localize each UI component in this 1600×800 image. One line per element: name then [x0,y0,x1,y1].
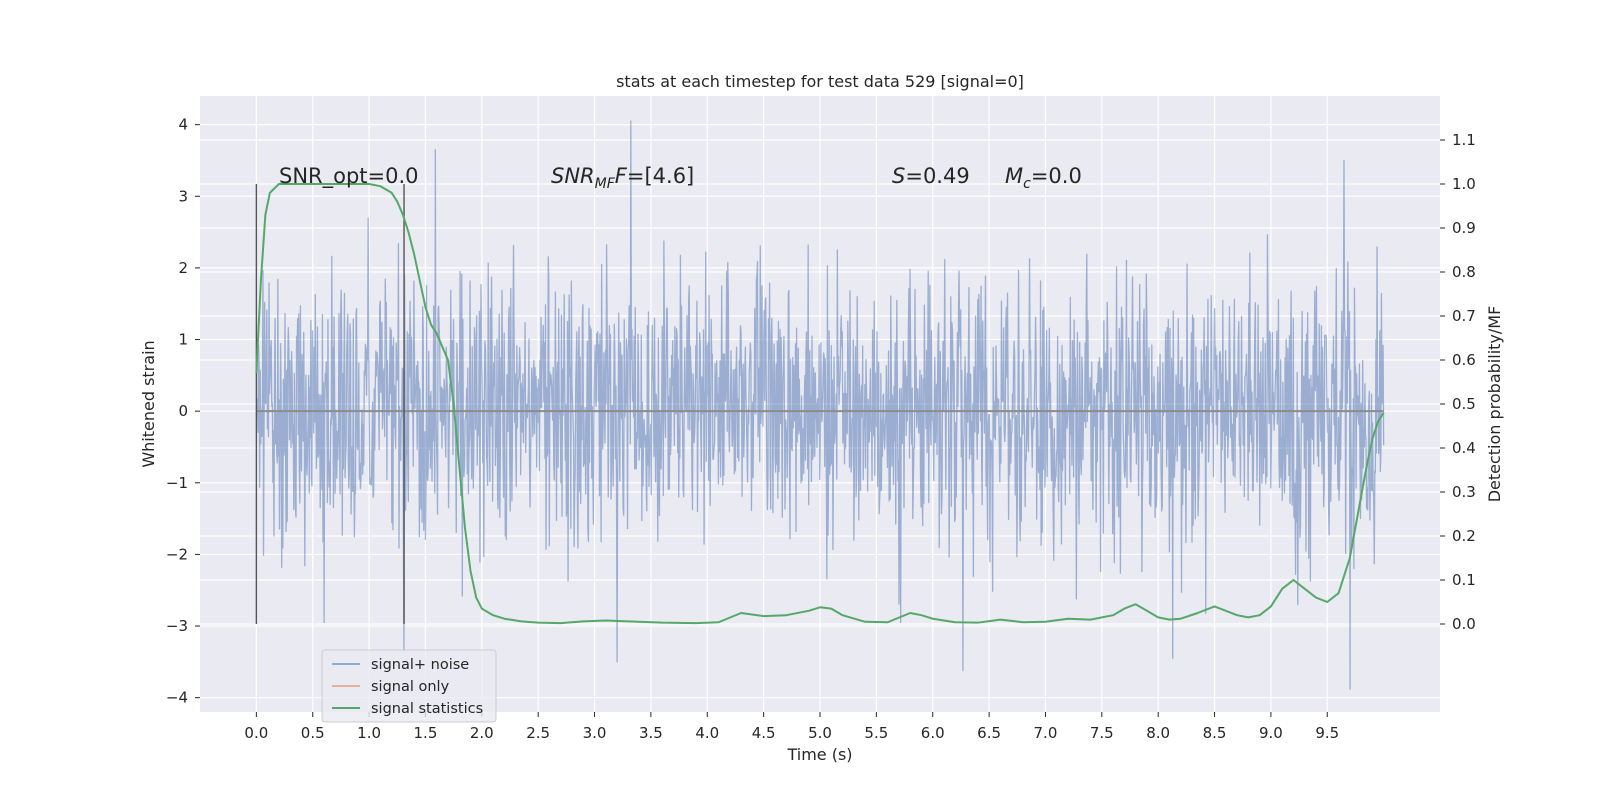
x-tick-label: 6.0 [921,724,945,742]
chart-title: stats at each timestep for test data 529… [616,72,1024,91]
snr-mf-value: =[4.6] [627,164,694,188]
y-tick-label: −1 [166,474,188,492]
x-tick-label: 0.0 [244,724,268,742]
y-right-tick-label: 0.6 [1452,351,1476,369]
x-tick-label: 2.5 [526,724,550,742]
legend-label-signal-plus-noise: signal+ noise [371,657,469,673]
x-tick-label: 8.5 [1203,724,1227,742]
x-tick-label: 6.5 [977,724,1001,742]
x-tick-label: 2.0 [470,724,494,742]
x-tick-label: 1.0 [357,724,381,742]
legend-box [321,649,497,723]
x-tick-label: 5.0 [808,724,832,742]
y-right-tick-label: 1.1 [1452,131,1476,149]
x-tick-label: 1.5 [414,724,438,742]
snr-mf-subscript: MF [595,176,616,192]
y-tick-label: 0 [178,402,188,420]
y-tick-label: 1 [178,331,188,349]
y-axis-ticks: −4 −3 −2 −1 0 1 2 3 4 [166,116,200,707]
y-right-tick-label: 0.5 [1452,395,1476,413]
y-right-tick-label: 0.7 [1452,307,1476,325]
y-tick-label: −4 [166,689,188,707]
legend-label-signal-only: signal only [371,679,450,695]
y-right-tick-label: 0.1 [1452,571,1476,589]
mc-symbol: M [1005,164,1023,188]
x-tick-label: 4.5 [752,724,776,742]
y-right-tick-label: 0.9 [1452,219,1476,237]
x-tick-label: 3.0 [583,724,607,742]
annotation-snr-opt: SNR_opt=0.0 [279,164,419,189]
s-symbol: S [892,164,905,188]
legend-label-signal-statistics: signal statistics [371,701,483,717]
x-tick-label: 4.0 [695,724,719,742]
signal-plus-noise-series [255,120,1385,690]
y-right-tick-label: 0.0 [1452,615,1476,633]
y-right-axis-label: Detection probability/MF [1485,306,1504,503]
legend: signal+ noise signal only signal statist… [321,649,497,723]
signal-statistics-series [255,183,1385,625]
snr-mf-F: F [615,164,628,188]
y-right-tick-label: 0.8 [1452,263,1476,281]
x-axis-label: Time (s) [786,745,852,764]
s-value: =0.49 [905,164,969,188]
signal-plus-noise-line [255,120,1385,690]
snr-mf-symbol: SNR [551,164,595,188]
overlay-lines [255,184,1384,624]
y-axis-label: Whitened strain [139,340,158,467]
y-right-tick-label: 0.2 [1452,527,1476,545]
annotation-snr-mf: SNRMFF=[4.6] [551,164,694,192]
x-axis-ticks: 0.0 0.5 1.0 1.5 2.0 2.5 3.0 3.5 4.0 4.5 5.0 5.5 6.0 6… [244,712,1339,742]
y-tick-label: 2 [178,259,188,277]
x-tick-label: 5.5 [864,724,888,742]
annotation-mc: Mc=0.0 [1005,164,1082,192]
x-tick-label: 7.5 [1090,724,1114,742]
x-tick-label: 3.5 [639,724,663,742]
y-tick-label: 3 [178,187,188,205]
y-right-axis-ticks: 0.0 0.1 0.2 0.3 0.4 0.5 0.6 0.7 0.8 0.9 1.0 1.1 [1440,131,1476,633]
signal-statistics-line [255,183,1385,625]
x-tick-label: 9.0 [1259,724,1283,742]
annotation-s: S=0.49 [892,164,970,188]
x-tick-label: 9.5 [1315,724,1339,742]
y-right-tick-label: 1.0 [1452,175,1476,193]
y-tick-label: −3 [166,617,188,635]
x-tick-label: 8.0 [1146,724,1170,742]
y-tick-label: 4 [178,116,188,134]
x-tick-label: 7.0 [1034,724,1058,742]
mc-subscript: c [1023,176,1031,192]
mc-value: =0.0 [1031,164,1082,188]
y-tick-label: −2 [166,545,188,563]
x-tick-label: 0.5 [301,724,325,742]
y-right-tick-label: 0.3 [1452,483,1476,501]
y-right-tick-label: 0.4 [1452,439,1476,457]
